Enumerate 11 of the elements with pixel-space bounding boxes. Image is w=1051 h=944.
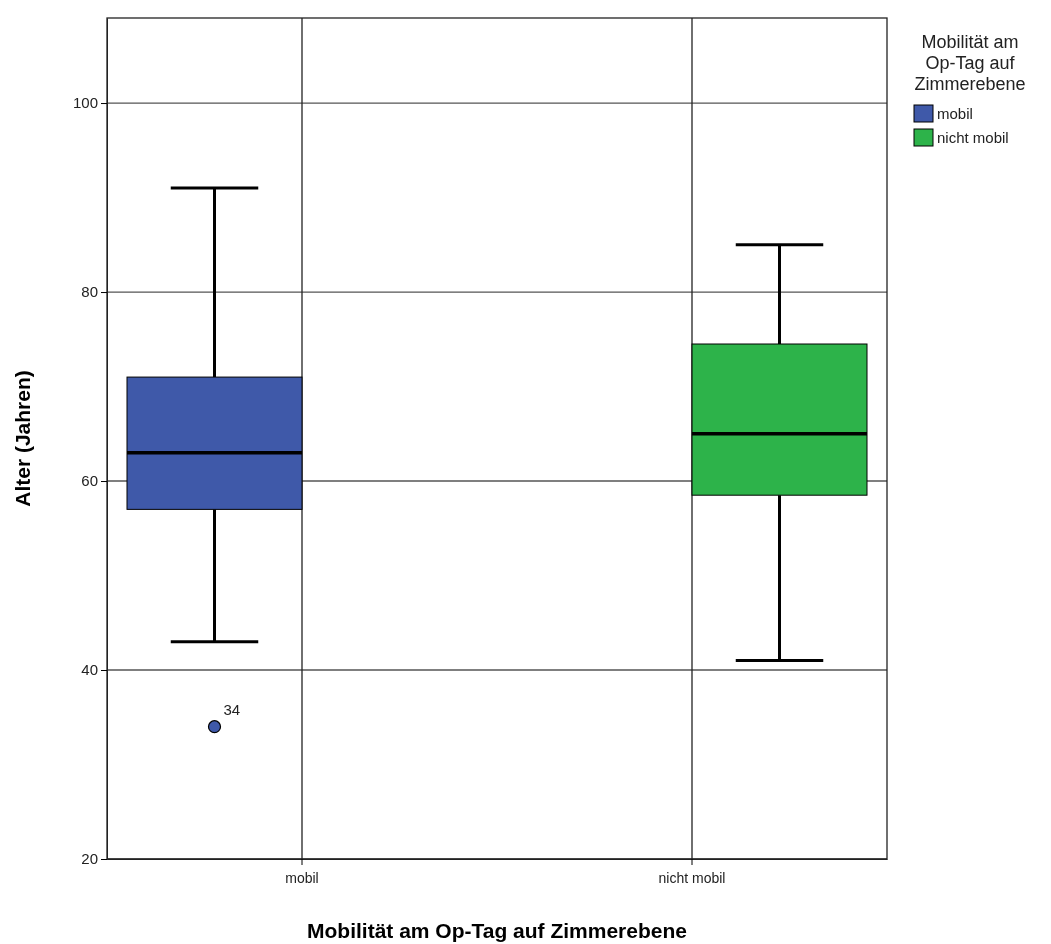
legend-title: Mobilität am Op-Tag auf Zimmerebene [914,32,1026,94]
y-tick-label: 40 [81,661,98,679]
y-tick-label: 100 [72,94,98,112]
x-axis-title: Mobilität am Op-Tag auf Zimmerebene [307,919,687,942]
y-axis-title: Alter (Jahren) [11,370,34,507]
legend-label: mobil [937,105,973,122]
y-tick-label: 60 [81,472,98,490]
annotation: 34 [223,700,241,718]
y-tick-label: 80 [81,283,98,301]
legend-label: nicht mobil [937,129,1009,146]
y-tick-label: 20 [81,850,98,868]
